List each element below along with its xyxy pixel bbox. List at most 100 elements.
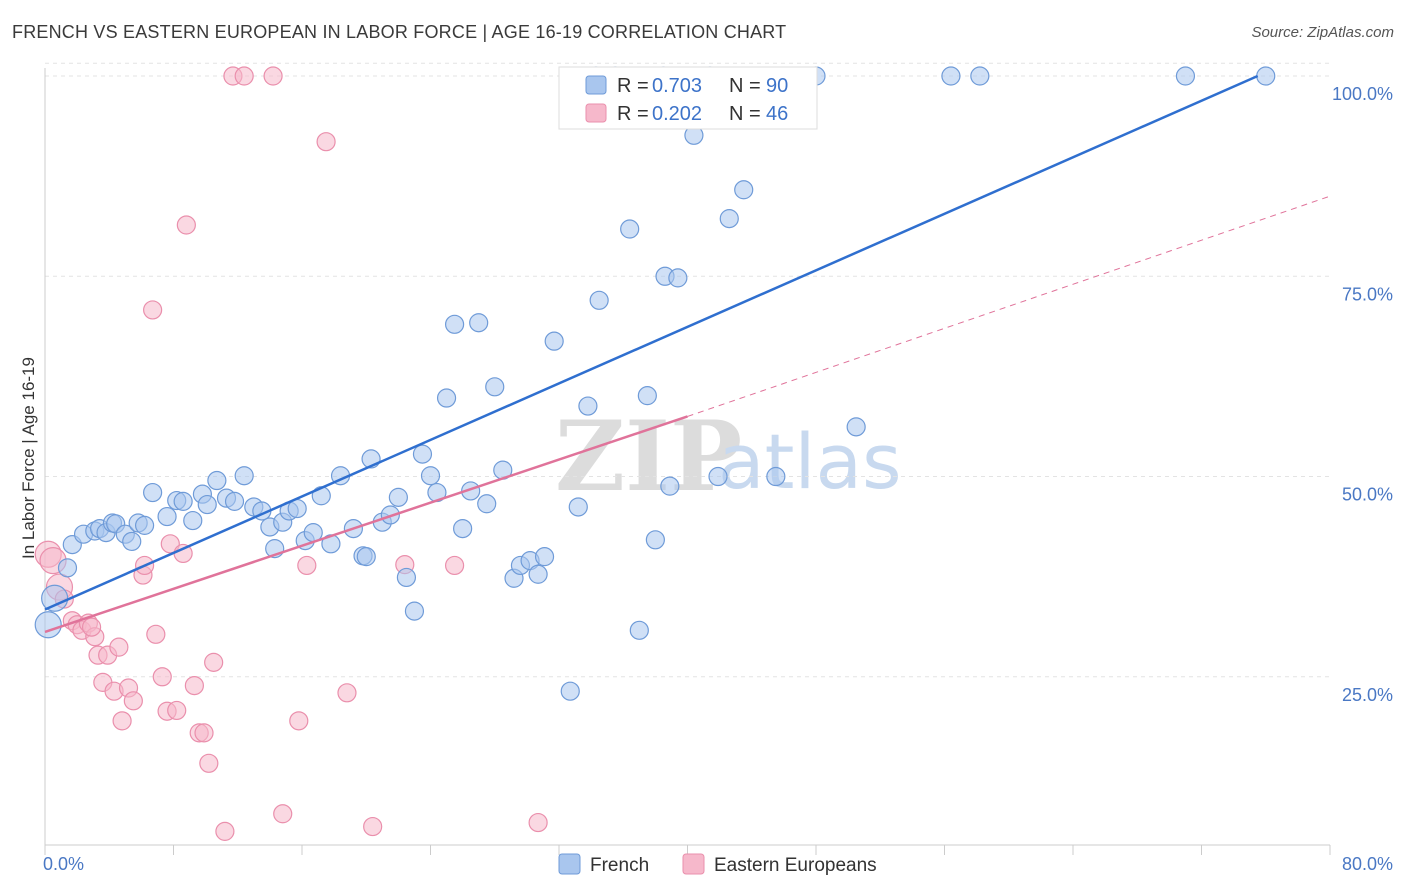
french-point-73 — [668, 268, 688, 288]
trendlines — [44, 74, 1331, 634]
french-points — [34, 66, 1276, 701]
french-point-43 — [396, 567, 417, 588]
watermark-zip: ZIP — [555, 400, 742, 513]
bottom-legend-eastern: Eastern Europeans — [714, 855, 877, 876]
french-point-50 — [453, 518, 473, 539]
french-point-42 — [388, 487, 408, 507]
french-point-68 — [629, 620, 649, 640]
french-point-54 — [485, 377, 505, 397]
french-point-17 — [173, 491, 193, 511]
eastern-point-31 — [204, 652, 224, 672]
bottom-legend-swatch-eastern — [682, 853, 705, 875]
french-point-70 — [645, 530, 665, 550]
legend-swatch-eastern — [585, 103, 607, 123]
eastern-point-30 — [199, 753, 219, 773]
legend-r-label-french: R = — [617, 75, 649, 97]
french-point-59 — [528, 564, 548, 584]
eastern-point-24 — [167, 700, 187, 721]
bottom-legend-french: French — [590, 855, 649, 876]
french-point-84 — [970, 66, 990, 86]
watermark-atlas: atlas — [718, 417, 902, 506]
y-tick-label-0: 25.0% — [1342, 685, 1393, 705]
legend-r-value-french: 0.703 — [652, 75, 702, 97]
french-point-67 — [620, 219, 640, 239]
french-point-61 — [544, 331, 564, 351]
y-tick-label-1: 50.0% — [1342, 485, 1393, 505]
eastern-point-39 — [316, 132, 336, 152]
french-point-21 — [207, 470, 227, 491]
eastern-point-13 — [109, 637, 129, 657]
french-point-24 — [234, 466, 254, 486]
french-point-82 — [846, 417, 866, 437]
legend-r-label-eastern: R = — [617, 103, 649, 125]
french-point-64 — [578, 396, 598, 416]
french-point-49 — [444, 314, 465, 334]
french-point-18 — [183, 510, 203, 531]
source-label: Source: ZipAtlas.com — [1251, 24, 1394, 41]
french-point-11 — [122, 531, 142, 552]
eastern-europeans-points — [34, 66, 548, 841]
x-tick-label-1: 80.0% — [1342, 854, 1393, 874]
legend-n-label-eastern: N = — [729, 103, 761, 125]
eastern-point-40 — [337, 683, 357, 703]
eastern-point-45 — [81, 617, 102, 637]
french-trendline — [44, 74, 1259, 611]
french-point-72 — [660, 476, 680, 496]
eastern-point-23 — [160, 534, 180, 554]
eastern-point-37 — [289, 711, 309, 731]
eastern-point-35 — [263, 66, 283, 86]
french-point-52 — [469, 313, 489, 333]
french-point-80 — [766, 466, 786, 487]
french-point-62 — [560, 681, 580, 701]
french-point-69 — [637, 386, 657, 406]
french-point-23 — [224, 491, 245, 511]
axes — [44, 68, 1331, 855]
french-point-78 — [719, 209, 739, 229]
eastern-point-16 — [123, 691, 143, 711]
french-point-46 — [420, 466, 441, 486]
legend-n-label-french: N = — [729, 75, 761, 97]
chart-title: FRENCH VS EASTERN EUROPEAN IN LABOR FORC… — [12, 22, 787, 42]
french-point-79 — [734, 180, 754, 200]
y-axis-label: In Labor Force | Age 16-19 — [19, 357, 38, 559]
french-point-44 — [404, 601, 425, 621]
eastern-trendline-extension — [687, 195, 1331, 417]
watermark: ZIP atlas — [555, 400, 902, 513]
french-point-65 — [589, 290, 609, 310]
french-point-14 — [143, 482, 163, 503]
gridlines — [45, 62, 1330, 678]
french-point-45 — [412, 444, 433, 464]
french-point-13 — [134, 515, 155, 535]
correlation-legend: R = 0.703 N = 90 R = 0.202 N = 46 — [558, 66, 818, 130]
y-tick-label-2: 75.0% — [1342, 284, 1393, 304]
french-point-87 — [356, 547, 376, 567]
eastern-point-27 — [184, 675, 204, 696]
bottom-legend-swatch-french — [558, 853, 581, 875]
legend-n-value-french: 90 — [766, 75, 788, 97]
eastern-point-21 — [152, 667, 172, 687]
french-point-1 — [41, 584, 69, 612]
series-legend: French Eastern Europeans — [558, 853, 877, 876]
x-tick-label-0: 0.0% — [43, 854, 84, 874]
french-point-0 — [34, 611, 62, 639]
eastern-point-20 — [146, 624, 166, 644]
french-point-86 — [1256, 66, 1276, 86]
french-point-20 — [197, 494, 217, 515]
eastern-point-43 — [444, 555, 465, 576]
french-point-15 — [157, 506, 177, 527]
eastern-point-34 — [234, 66, 254, 86]
eastern-point-26 — [176, 215, 196, 235]
french-point-85 — [1175, 66, 1196, 86]
french-point-53 — [477, 494, 497, 514]
french-point-83 — [941, 66, 961, 86]
french-point-63 — [568, 497, 588, 517]
y-tick-labels: 25.0% 50.0% 75.0% 100.0% — [1332, 84, 1393, 705]
french-point-2 — [57, 558, 78, 578]
eastern-point-36 — [273, 804, 293, 824]
y-tick-label-3: 100.0% — [1332, 84, 1393, 104]
french-point-77 — [708, 466, 728, 487]
eastern-point-14 — [112, 711, 132, 731]
eastern-trendline — [44, 415, 688, 634]
eastern-point-29 — [194, 723, 214, 743]
